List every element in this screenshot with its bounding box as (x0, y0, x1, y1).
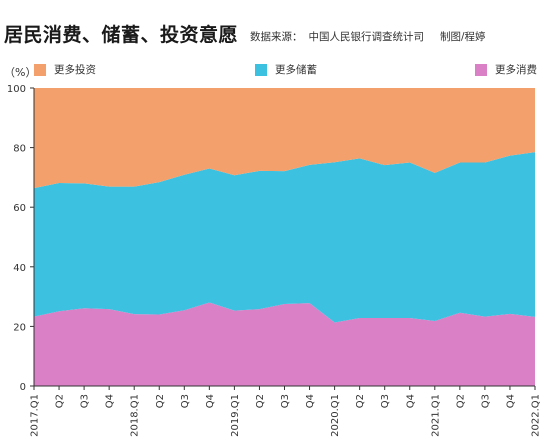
chart-author: 制图/程婷 (440, 31, 486, 43)
y-tick-label: 20 (13, 322, 26, 333)
legend-swatch-consumption (475, 63, 487, 76)
x-tick-label: 2017.Q1 (30, 394, 41, 437)
x-tick-label: Q2 (55, 394, 66, 408)
y-tick-label: 40 (13, 263, 26, 274)
legend-label-investment: 更多投资 (54, 64, 96, 76)
x-tick-label: Q2 (455, 394, 466, 408)
x-tick-label: Q4 (205, 394, 216, 408)
area-saving (34, 152, 535, 323)
x-tick-label: Q3 (380, 394, 391, 408)
area-consumption (34, 302, 535, 386)
chart-title: 居民消费、储蓄、投资意愿 (4, 24, 239, 46)
data-source-label: 数据来源： (250, 31, 303, 43)
legend-swatch-investment (34, 63, 46, 76)
x-tick-label: 2018.Q1 (130, 394, 141, 437)
data-source: 数据来源： 中国人民银行调查统计司 (250, 29, 424, 44)
x-tick-label: Q3 (480, 394, 491, 408)
x-tick-label: Q3 (180, 394, 191, 408)
x-tick-label: Q4 (505, 394, 516, 408)
legend-item-investment: 更多投资 (34, 62, 96, 77)
x-tick-label: Q3 (280, 394, 291, 408)
legend-item-consumption: 更多消费 (475, 62, 537, 77)
y-tick-label: 0 (20, 382, 26, 393)
legend-label-saving: 更多储蓄 (275, 64, 317, 76)
x-tick-label: Q4 (305, 394, 316, 408)
y-axis-unit: （%） (4, 66, 37, 79)
y-tick-label: 80 (13, 144, 26, 155)
x-tick-label: Q4 (105, 394, 116, 408)
data-source-value: 中国人民银行调查统计司 (308, 31, 425, 43)
legend-swatch-saving (255, 63, 267, 76)
x-tick-label: Q4 (405, 394, 416, 408)
x-tick-label: 2020.Q1 (330, 394, 341, 437)
legend-item-saving: 更多储蓄 (255, 62, 317, 77)
y-tick-label: 60 (13, 203, 26, 214)
x-tick-label: 2019.Q1 (230, 394, 241, 437)
x-tick-label: 2022.Q1 (531, 394, 542, 437)
x-tick-label: Q2 (355, 394, 366, 408)
legend-label-consumption: 更多消费 (495, 64, 537, 76)
area-investment (34, 88, 535, 189)
x-tick-label: Q2 (255, 394, 266, 408)
x-tick-label: Q2 (155, 394, 166, 408)
x-tick-label: Q3 (80, 394, 91, 408)
x-tick-label: 2021.Q1 (430, 394, 441, 437)
y-tick-label: 100 (7, 84, 26, 95)
